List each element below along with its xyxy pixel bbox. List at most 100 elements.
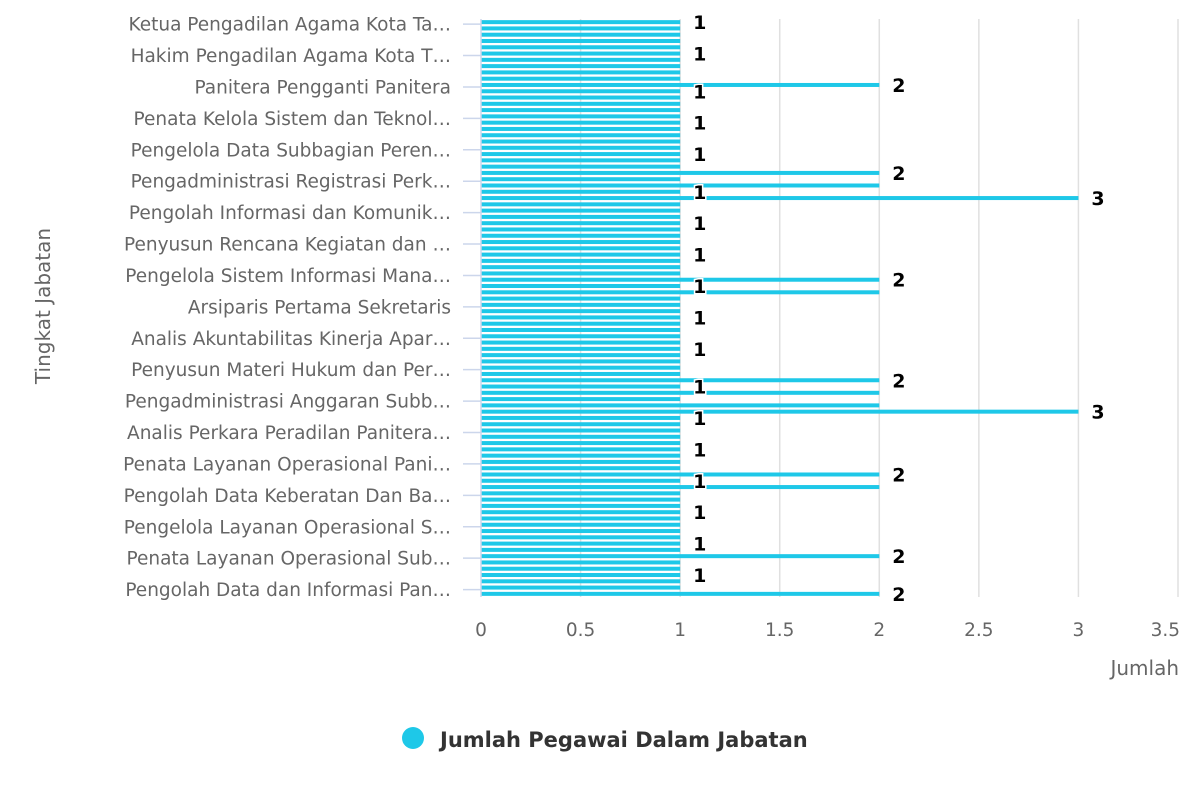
bar bbox=[481, 579, 681, 584]
x-tick-label: 0.5 bbox=[566, 620, 595, 641]
bar bbox=[481, 390, 880, 395]
bar bbox=[481, 202, 681, 207]
bar bbox=[481, 327, 681, 332]
data-label: 2 bbox=[892, 464, 905, 486]
category-label: Penata Layanan Operasional Sub… bbox=[126, 549, 451, 570]
data-label: 1 bbox=[693, 408, 706, 430]
bar bbox=[481, 472, 880, 477]
bar bbox=[481, 170, 880, 175]
bar bbox=[481, 164, 681, 169]
bar bbox=[481, 120, 681, 125]
category-label: Pengolah Data Keberatan Dan Ba… bbox=[124, 486, 451, 507]
category-label: Pengelola Data Subbagian Peren… bbox=[131, 140, 451, 161]
bar bbox=[481, 108, 681, 113]
data-label: 2 bbox=[892, 270, 905, 292]
data-label: 1 bbox=[693, 439, 706, 461]
bar bbox=[481, 76, 681, 81]
bar bbox=[481, 240, 681, 245]
bar bbox=[481, 591, 880, 596]
bar bbox=[481, 346, 681, 351]
data-label: 1 bbox=[693, 565, 706, 587]
bar bbox=[481, 585, 681, 590]
category-label: Arsiparis Pertama Sekretaris bbox=[188, 297, 451, 318]
bar bbox=[481, 51, 681, 56]
bar bbox=[481, 459, 681, 464]
category-label: Penyusun Rencana Kegiatan dan … bbox=[124, 235, 451, 256]
x-tick-label: 1.5 bbox=[765, 620, 794, 641]
data-label: 1 bbox=[693, 377, 706, 399]
bar bbox=[481, 277, 880, 282]
category-label: Pengelola Layanan Operasional S… bbox=[124, 517, 451, 538]
data-label: 2 bbox=[892, 163, 905, 185]
category-label: Penata Kelola Sistem dan Teknol… bbox=[134, 109, 452, 130]
bar bbox=[481, 516, 681, 521]
bar bbox=[481, 296, 681, 301]
bar bbox=[481, 315, 681, 320]
bar bbox=[481, 114, 681, 119]
gridlines bbox=[579, 19, 1179, 597]
category-label: Pengadministrasi Registrasi Perk… bbox=[131, 172, 451, 193]
x-tick-label: 1 bbox=[674, 620, 686, 641]
category-label: Panitera Pengganti Panitera bbox=[194, 77, 451, 98]
x-tick-label: 2.5 bbox=[964, 620, 993, 641]
data-label: 1 bbox=[693, 213, 706, 235]
bar bbox=[481, 554, 880, 559]
bar bbox=[481, 139, 681, 144]
category-label: Penyusun Materi Hukum dan Per… bbox=[131, 360, 451, 381]
bar bbox=[481, 152, 681, 157]
bar bbox=[481, 189, 681, 194]
bar bbox=[481, 38, 681, 43]
bar bbox=[481, 529, 681, 534]
x-axis-title: Jumlah bbox=[1108, 656, 1179, 680]
bar bbox=[481, 265, 681, 270]
bar bbox=[481, 334, 681, 339]
bar bbox=[481, 447, 681, 452]
bar bbox=[481, 158, 681, 163]
bar bbox=[481, 547, 681, 552]
data-label: 1 bbox=[693, 276, 706, 298]
data-labels: 1 1 2 1 1 1 2 1 3 1 1 2 1 1 1 2 1 3 1 1 2 1 1 1 2 1 2 bbox=[692, 11, 1107, 608]
bar bbox=[481, 535, 681, 540]
bar bbox=[481, 45, 681, 50]
data-label: 1 bbox=[693, 245, 706, 267]
bar bbox=[481, 409, 1079, 414]
bar bbox=[481, 177, 681, 182]
bar bbox=[481, 183, 880, 188]
data-label: 1 bbox=[693, 182, 706, 204]
data-label: 2 bbox=[892, 584, 905, 606]
bar bbox=[481, 227, 681, 232]
bar bbox=[481, 284, 681, 289]
bar bbox=[481, 510, 681, 515]
bar bbox=[481, 57, 681, 62]
bar bbox=[481, 70, 681, 75]
legend-item[interactable]: Jumlah Pegawai Dalam Jabatan bbox=[402, 727, 808, 752]
bar bbox=[481, 252, 681, 257]
category-label: Pengelola Sistem Informasi Mana… bbox=[125, 266, 451, 287]
bar bbox=[481, 309, 681, 314]
bar bbox=[481, 378, 880, 383]
bar bbox=[481, 246, 681, 251]
bar bbox=[481, 359, 681, 364]
bar bbox=[481, 82, 880, 87]
bar bbox=[481, 441, 681, 446]
bar bbox=[481, 221, 681, 226]
data-label: 1 bbox=[693, 471, 706, 493]
data-label: 1 bbox=[693, 144, 706, 166]
bar bbox=[481, 541, 681, 546]
bar bbox=[481, 428, 681, 433]
x-tick-label: 2 bbox=[873, 620, 885, 641]
bar bbox=[481, 403, 880, 408]
x-tick-label: 0 bbox=[475, 620, 487, 641]
data-label: 1 bbox=[693, 12, 706, 34]
category-label: Pengadministrasi Anggaran Subb… bbox=[125, 392, 451, 413]
bar bbox=[481, 485, 880, 490]
data-label: 2 bbox=[892, 546, 905, 568]
category-label: Hakim Pengadilan Agama Kota T… bbox=[131, 46, 451, 67]
bar bbox=[481, 233, 681, 238]
bar bbox=[481, 453, 681, 458]
bar bbox=[481, 208, 681, 213]
data-label: 1 bbox=[693, 113, 706, 135]
bar bbox=[481, 422, 681, 427]
bar bbox=[481, 196, 1079, 201]
